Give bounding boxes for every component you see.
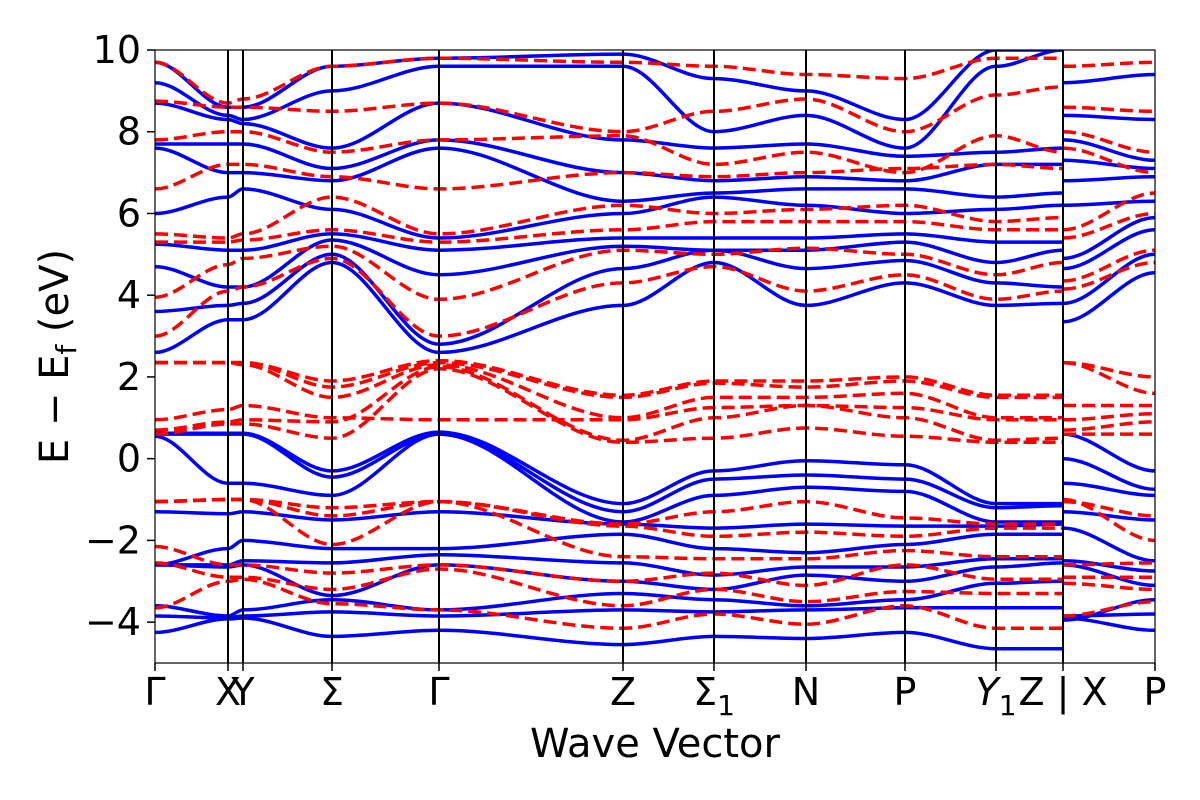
solid-band-13 bbox=[1062, 215, 1155, 261]
y-tick-label: 0 bbox=[117, 437, 141, 481]
y-tick-label: 10 bbox=[93, 28, 141, 72]
dashed-band-37 bbox=[1062, 129, 1155, 154]
x-kpoint-label: Y bbox=[230, 670, 255, 714]
y-tick-label: 2 bbox=[117, 355, 141, 399]
solid-band-4 bbox=[1062, 559, 1155, 573]
dashed-band-25 bbox=[1062, 499, 1155, 518]
x-kpoint-label: P bbox=[894, 670, 917, 714]
solid-band-18 bbox=[1062, 113, 1155, 122]
solid-band-9 bbox=[1062, 432, 1155, 473]
kpoint-vertical-lines bbox=[227, 50, 1064, 663]
dashed-band-36 bbox=[1062, 146, 1155, 175]
dashed-band-28 bbox=[155, 403, 1063, 422]
band-series-layer bbox=[155, 50, 1155, 651]
x-kpoint-label: X bbox=[215, 670, 241, 714]
dashed-band-31 bbox=[1062, 360, 1155, 379]
dashed-band-21 bbox=[1062, 581, 1155, 592]
dashed-band-36 bbox=[155, 162, 1064, 191]
solid-band-18 bbox=[155, 50, 1064, 150]
y-tick-label: 6 bbox=[117, 191, 141, 235]
dashed-band-28 bbox=[1062, 411, 1155, 422]
y-tick-label: 4 bbox=[117, 273, 141, 317]
x-kpoint-label: P bbox=[1144, 670, 1167, 714]
x-kpoint-label: Z | X bbox=[1018, 670, 1107, 715]
y-tick-label: −4 bbox=[85, 600, 141, 644]
solid-band-4 bbox=[155, 552, 1063, 577]
x-axis-title: Wave Vector bbox=[530, 721, 781, 767]
y-axis-title: E − Ef (eV) bbox=[32, 249, 83, 464]
solid-band-7 bbox=[155, 432, 1063, 524]
solid-band-16 bbox=[1062, 158, 1155, 171]
x-kpoint-label: Γ bbox=[144, 670, 165, 714]
plot-frame bbox=[154, 49, 1156, 664]
dashed-band-20 bbox=[1062, 599, 1155, 618]
solid-band-8 bbox=[1062, 456, 1155, 492]
x-kpoint-label: Γ bbox=[428, 670, 449, 714]
x-kpoint-label: Y1 bbox=[975, 670, 1016, 722]
solid-band-8 bbox=[155, 432, 1064, 514]
dashed-band-35 bbox=[155, 195, 1064, 240]
solid-band-7 bbox=[1062, 481, 1155, 498]
y-tick-label: −2 bbox=[85, 518, 141, 562]
x-kpoint-label: Z bbox=[610, 670, 636, 714]
solid-band-11 bbox=[155, 248, 1064, 346]
solid-band-3 bbox=[1062, 563, 1155, 588]
solid-band-15 bbox=[1062, 174, 1155, 183]
solid-band-17 bbox=[1062, 138, 1155, 163]
dashed-band-39 bbox=[1062, 60, 1155, 69]
solid-band-16 bbox=[155, 138, 1064, 183]
dashed-band-35 bbox=[1062, 191, 1155, 232]
y-tick-label: 8 bbox=[117, 110, 141, 154]
x-kpoint-label: N bbox=[792, 670, 820, 714]
x-kpoint-label: Σ1 bbox=[693, 670, 735, 722]
solid-band-19 bbox=[1062, 72, 1155, 85]
solid-band-5 bbox=[1062, 526, 1155, 563]
dashed-band-30 bbox=[1062, 360, 1155, 396]
solid-band-1 bbox=[1062, 612, 1155, 618]
dashed-band-34 bbox=[1062, 211, 1155, 240]
solid-band-6 bbox=[1062, 510, 1155, 522]
solid-band-12 bbox=[1062, 228, 1155, 271]
dashed-band-38 bbox=[1062, 105, 1155, 114]
solid-band-14 bbox=[1062, 199, 1155, 208]
dashed-band-33 bbox=[1062, 248, 1155, 283]
solid-band-0 bbox=[155, 616, 1063, 651]
dashed-band-29 bbox=[155, 360, 1063, 420]
dashed-band-27 bbox=[1062, 420, 1155, 432]
y-axis-ticks: −4 −2 0 2 4 6 8 10 bbox=[85, 28, 155, 644]
x-axis-kpoint-labels: Γ XY Σ Γ Z Σ1 N P Y1 Z | X P bbox=[144, 663, 1166, 722]
dashed-band-32 bbox=[1062, 260, 1155, 291]
x-kpoint-label: Σ bbox=[320, 670, 344, 714]
solid-band-10 bbox=[1062, 270, 1155, 324]
dashed-band-23 bbox=[1062, 561, 1155, 567]
solid-band-11 bbox=[1062, 252, 1155, 306]
